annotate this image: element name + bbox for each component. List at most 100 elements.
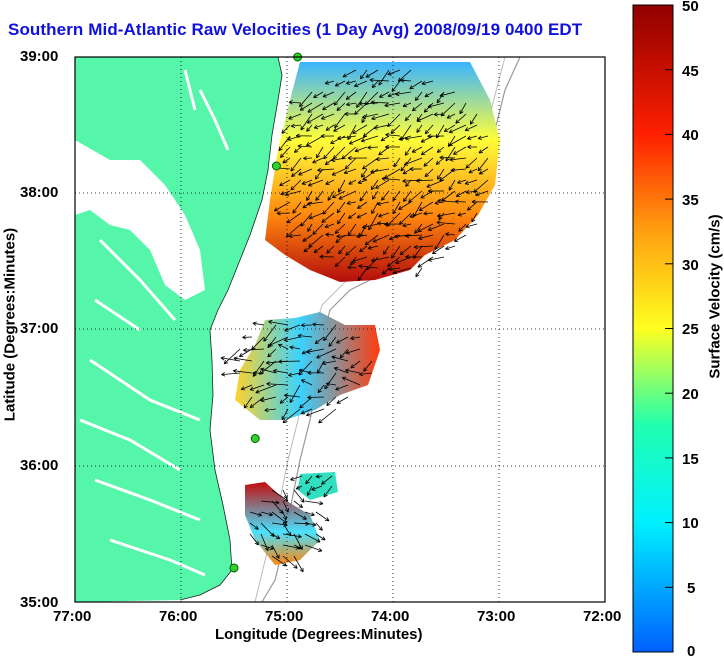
velocity-arrow: [450, 167, 467, 173]
velocity-arrow: [316, 348, 337, 359]
velocity-arrow: [271, 500, 284, 514]
y-axis-label: Latitude (Degrees:Minutes): [1, 227, 19, 422]
velocity-arrow: [331, 355, 349, 362]
velocity-arrow: [385, 144, 401, 150]
velocity-arrow: [336, 396, 349, 404]
velocity-arrow: [357, 267, 368, 282]
colorbar-tick-label: 45: [682, 63, 699, 80]
velocity-arrow: [416, 113, 434, 122]
velocity-arrow: [394, 234, 412, 239]
velocity-arrow: [324, 80, 335, 85]
map-title: Southern Mid-Atlantic Raw Velocities (1 …: [8, 20, 583, 39]
velocity-arrow: [424, 91, 434, 98]
velocity-arrow: [314, 168, 324, 180]
velocity-arrow: [331, 168, 346, 176]
xtick-label: 76:00: [159, 608, 198, 625]
velocity-arrow: [404, 135, 423, 141]
velocity-arrow: [321, 212, 335, 223]
velocity-arrow: [300, 379, 313, 386]
velocity-arrow: [388, 266, 401, 272]
velocity-arrow: [326, 396, 337, 406]
velocity-arrow: [290, 123, 302, 128]
velocity-arrow: [404, 146, 412, 156]
velocity-arrow: [273, 368, 289, 374]
velocity-arrow: [471, 199, 489, 204]
velocity-arrow: [347, 212, 357, 219]
velocity-arrow: [320, 113, 335, 120]
colorbar-tick-label: 15: [682, 451, 699, 468]
velocity-arrow: [398, 135, 412, 141]
velocity-arrow: [290, 179, 302, 191]
velocity-arrow: [293, 489, 305, 503]
velocity-arrow: [359, 69, 368, 80]
velocity-arrow: [322, 91, 335, 98]
velocity-arrow: [281, 408, 289, 421]
velocity-arrow: [315, 474, 323, 479]
velocity-arrow: [334, 223, 346, 234]
radar-station-marker: [250, 434, 260, 443]
xtick-label: 77:00: [53, 608, 92, 625]
velocity-arrow: [242, 335, 253, 340]
velocity-arrow: [424, 168, 434, 178]
velocity-arrow: [319, 254, 335, 259]
velocity-arrow: [327, 190, 335, 201]
velocity-arrow: [467, 144, 478, 150]
velocity-arrow: [361, 223, 379, 229]
velocity-arrow: [282, 555, 298, 569]
velocity-arrow: [306, 113, 324, 124]
velocity-arrow: [333, 124, 346, 132]
velocity-arrow: [414, 223, 423, 234]
velocity-arrow: [258, 360, 277, 375]
velocity-arrow: [297, 333, 313, 339]
velocity-arrow: [324, 372, 337, 390]
velocity-arrow: [348, 135, 368, 145]
velocity-arrow: [267, 348, 277, 358]
map-frame: [74, 56, 606, 603]
velocity-arrow: [423, 211, 434, 216]
velocity-arrow: [464, 124, 478, 132]
velocity-arrow: [323, 324, 337, 342]
colorbar-tick-label: 40: [682, 127, 699, 144]
velocity-arrow: [392, 190, 401, 202]
velocity-arrow: [336, 212, 346, 225]
velocity-arrow: [346, 200, 357, 206]
velocity-arrow: [334, 80, 346, 87]
velocity-arrow: [427, 256, 445, 262]
velocity-arrow: [317, 167, 335, 173]
velocity-arrow: [403, 157, 423, 166]
velocity-arrow: [300, 323, 313, 328]
velocity-arrow: [324, 223, 335, 229]
velocity-arrow: [330, 135, 346, 144]
velocity-arrow: [271, 555, 287, 567]
velocity-arrow: [418, 201, 434, 211]
velocity-arrow: [436, 91, 445, 104]
velocity-arrow: [371, 201, 379, 215]
velocity-arrow: [345, 368, 361, 374]
velocity-arrow: [281, 124, 291, 134]
velocity-arrow: [392, 267, 412, 275]
velocity-arrow: [350, 335, 361, 341]
velocity-arrow: [288, 100, 302, 105]
velocity-arrow: [300, 212, 313, 227]
velocity-arrow: [427, 188, 445, 194]
velocity-arrow: [381, 190, 390, 201]
velocity-arrow: [367, 145, 379, 150]
velocity-arrow: [312, 223, 324, 235]
velocity-arrow: [423, 157, 434, 167]
velocity-arrow: [344, 111, 357, 117]
velocity-arrow: [283, 393, 301, 398]
velocity-arrow: [411, 146, 423, 153]
velocity-arrow: [290, 157, 302, 172]
velocity-arrow: [278, 135, 291, 152]
velocity-arrow: [372, 234, 390, 243]
velocity-arrow: [260, 367, 277, 374]
velocity-arrow: [307, 102, 324, 113]
velocity-arrow: [323, 146, 335, 160]
velocity-arrow: [315, 522, 323, 531]
radar-stations: [229, 52, 303, 573]
velocity-arrow: [266, 381, 289, 387]
velocity-arrow: [337, 135, 357, 141]
velocity-arrow: [418, 234, 434, 240]
velocity-arrow: [325, 179, 335, 185]
